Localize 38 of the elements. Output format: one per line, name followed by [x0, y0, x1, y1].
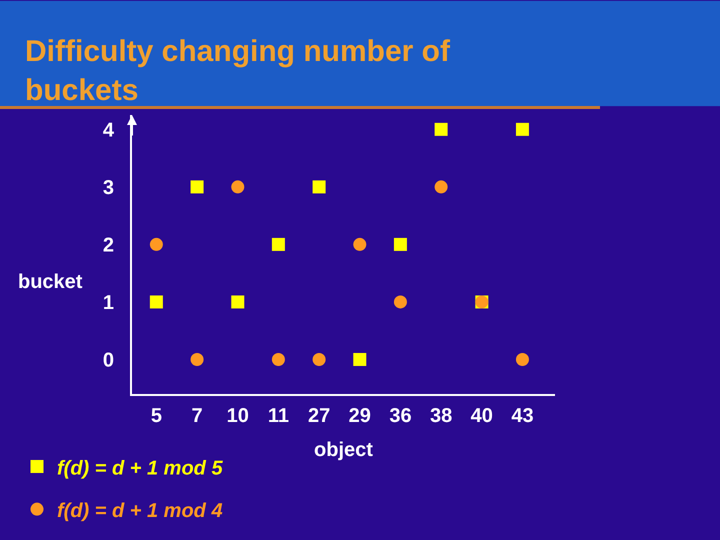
x-tick-label: 38: [430, 405, 452, 427]
point: [150, 238, 163, 251]
point: [272, 238, 285, 251]
point: [394, 238, 407, 251]
y-tick-label: 1: [102, 292, 114, 314]
x-tick-label: 7: [192, 405, 203, 427]
x-tick-label: 29: [348, 405, 371, 427]
y-tick-label: 3: [102, 176, 114, 199]
x-tick-label: 40: [470, 405, 493, 427]
point: [516, 122, 529, 136]
point: [231, 180, 244, 194]
point: [190, 180, 204, 194]
x-tick-label: 10: [226, 405, 249, 427]
point: [434, 180, 448, 194]
x-tick-label: 43: [511, 405, 534, 427]
x-tick-label: 5: [150, 405, 162, 427]
point: [190, 352, 204, 366]
y-tick-label: 4: [102, 119, 115, 142]
point: [312, 352, 326, 366]
point: [272, 352, 285, 366]
x-axis-title: object: [314, 439, 374, 461]
point: [312, 180, 326, 194]
point: [353, 352, 366, 366]
point: [150, 295, 163, 308]
point: [394, 295, 407, 308]
point: [434, 122, 448, 136]
x-tick-label: 27: [308, 405, 330, 427]
y-tick-label: 0: [102, 349, 114, 372]
chart-title: Difficulty changing number of buckets: [25, 35, 452, 107]
point: [231, 295, 244, 308]
point: [516, 352, 529, 366]
legend-label: f(d) = d + 1 mod 4: [57, 500, 223, 522]
x-tick-label: 36: [389, 405, 412, 427]
legend-label: f(d) = d + 1 mod 5: [57, 457, 224, 480]
x-tick-label: 11: [268, 405, 289, 427]
y-tick-label: 2: [102, 234, 114, 256]
y-axis-title: bucket: [18, 271, 83, 293]
point: [353, 238, 366, 251]
